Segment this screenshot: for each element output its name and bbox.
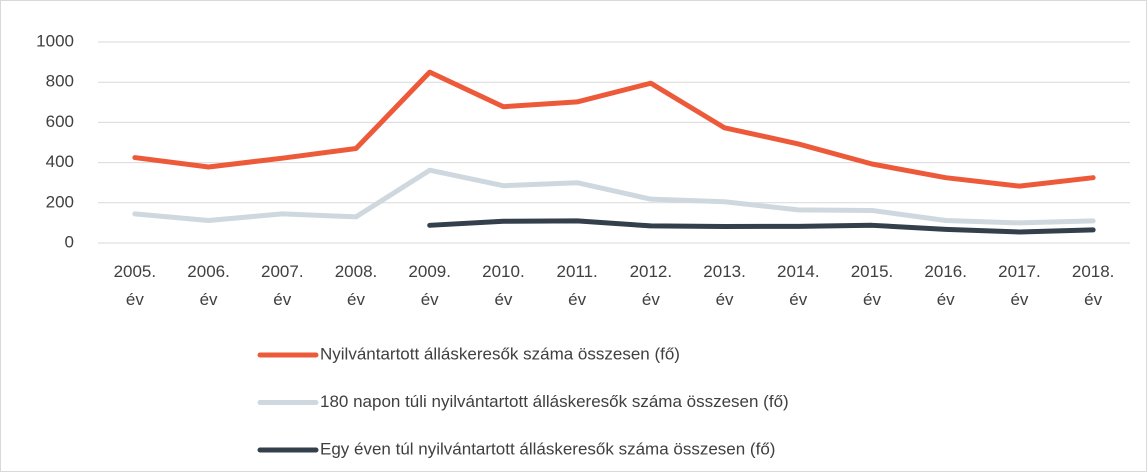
line-series [132,69,1096,189]
x-tick-label: 2013. év [703,262,746,309]
legend-label: Nyilvántartott álláskeresők száma összes… [320,344,680,363]
x-tick-label: 2017. év [998,262,1041,309]
y-tick-label: 800 [46,72,74,91]
x-tick-label: 2012. év [629,262,673,309]
x-tick-label: 2010. év [482,262,525,309]
y-tick-label: 0 [65,232,74,251]
x-tick-label: 2007. év [261,262,304,309]
x-tick-label: 2005. év [113,262,157,309]
y-tick-label: 200 [46,192,74,211]
x-tick-label: 2014. év [777,262,820,309]
y-tick-label: 1000 [36,31,74,50]
legend-label: 180 napon túli nyilvántartott álláskeres… [320,392,789,411]
line-series [427,218,1096,235]
x-tick-label: 2015. év [850,262,894,309]
x-tick-label: 2018. év [1071,262,1115,309]
x-tick-label: 2006. év [187,262,230,309]
x-tick-label: 2016. év [924,262,967,309]
x-tick-label: 2008. év [334,262,378,309]
legend-label: Egy éven túl nyilvántartott álláskeresők… [320,439,775,458]
y-tick-label: 600 [46,112,74,131]
x-tick-label: 2009. év [408,262,451,309]
y-tick-label: 400 [46,152,74,171]
x-tick-label: 2011. év [556,262,598,309]
line-series [132,167,1096,226]
